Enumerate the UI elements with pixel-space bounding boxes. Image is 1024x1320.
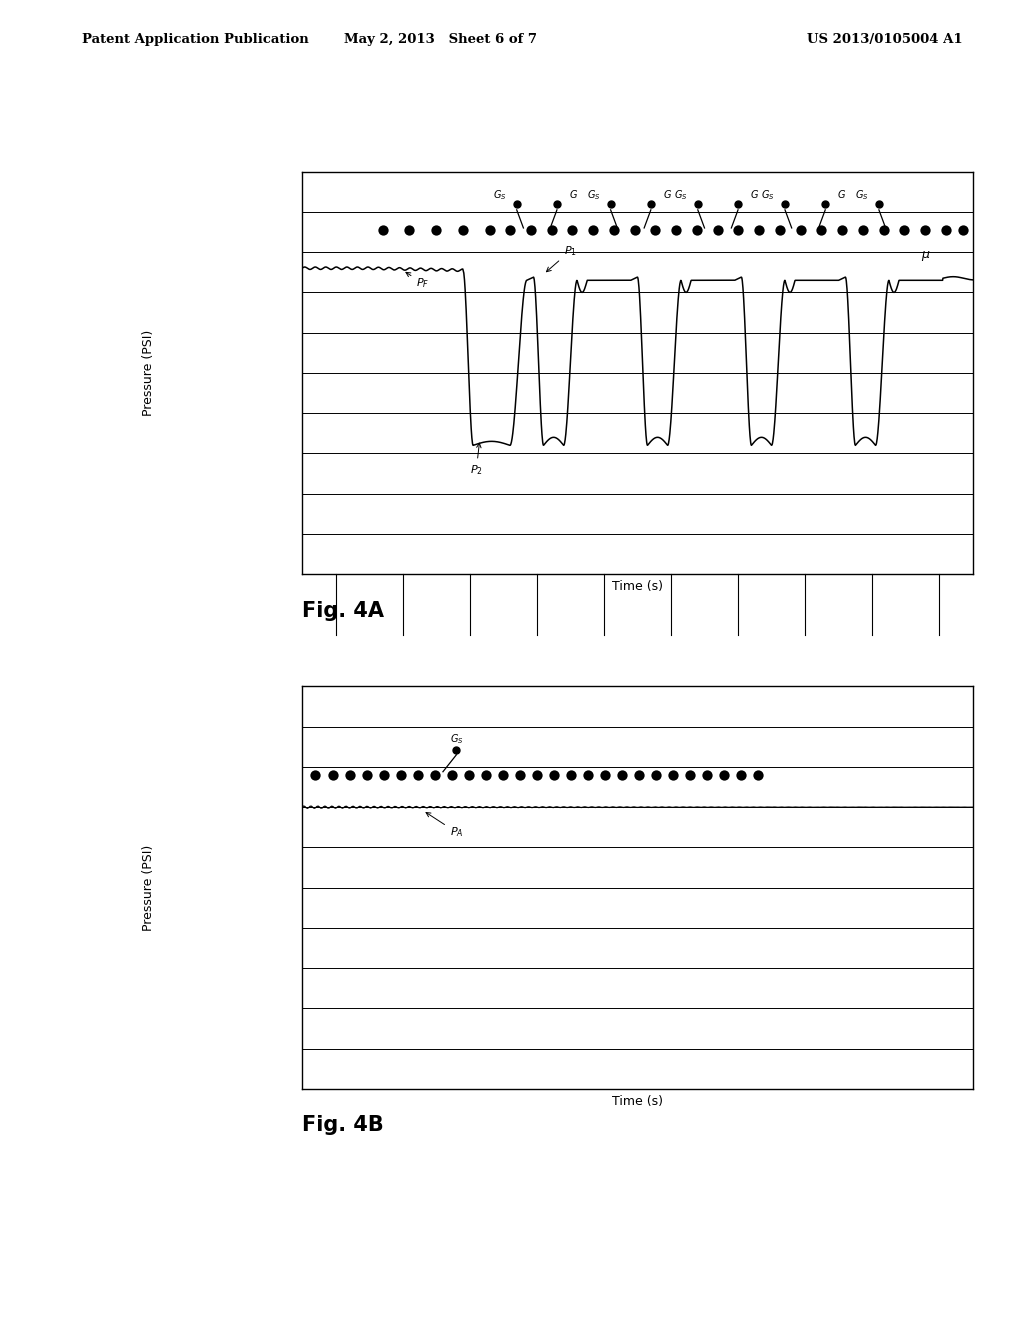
Point: [495, 764, 511, 785]
Point: [477, 764, 494, 785]
Text: Pressure (PSI): Pressure (PSI): [142, 330, 155, 416]
Text: $G_S$: $G_S$: [450, 733, 463, 746]
Point: [564, 219, 581, 240]
Text: $G_S$: $G_S$: [674, 187, 688, 202]
Text: $P_A$: $P_A$: [426, 813, 463, 840]
Point: [597, 764, 613, 785]
Text: Fig. 4A: Fig. 4A: [302, 601, 384, 620]
X-axis label: Time (s): Time (s): [612, 579, 663, 593]
Point: [699, 764, 716, 785]
Point: [730, 219, 746, 240]
Point: [512, 764, 528, 785]
Point: [772, 219, 788, 240]
Point: [876, 219, 892, 240]
X-axis label: Time (s): Time (s): [612, 1094, 663, 1107]
Point: [710, 219, 726, 240]
Point: [528, 764, 545, 785]
Point: [325, 764, 341, 785]
Text: Pressure (PSI): Pressure (PSI): [142, 845, 155, 931]
Point: [793, 219, 809, 240]
Point: [918, 219, 934, 240]
Point: [668, 219, 684, 240]
Point: [546, 764, 562, 785]
Point: [563, 764, 580, 785]
Point: [401, 219, 418, 240]
Point: [813, 219, 829, 240]
Point: [647, 219, 664, 240]
Point: [358, 764, 375, 785]
Point: [751, 219, 767, 240]
Point: [522, 219, 539, 240]
Text: May 2, 2013   Sheet 6 of 7: May 2, 2013 Sheet 6 of 7: [344, 33, 537, 46]
Point: [376, 764, 392, 785]
Point: [855, 219, 871, 240]
Point: [410, 764, 426, 785]
Text: $\mu$: $\mu$: [921, 249, 931, 263]
Point: [461, 764, 477, 785]
Point: [426, 764, 442, 785]
Text: Fig. 4B: Fig. 4B: [302, 1115, 384, 1135]
Text: $P_2$: $P_2$: [470, 444, 482, 478]
Point: [954, 219, 971, 240]
Point: [896, 219, 912, 240]
Point: [455, 219, 471, 240]
Text: $G_S$: $G_S$: [587, 187, 601, 202]
Point: [938, 219, 954, 240]
Text: $G$: $G$: [751, 187, 760, 199]
Text: $G$: $G$: [838, 187, 847, 199]
Text: $G_S$: $G_S$: [855, 187, 869, 202]
Point: [375, 219, 391, 240]
Point: [733, 764, 750, 785]
Text: Patent Application Publication: Patent Application Publication: [82, 33, 308, 46]
Point: [605, 219, 622, 240]
Text: $G_S$: $G_S$: [494, 187, 507, 202]
Point: [392, 764, 409, 785]
Point: [631, 764, 647, 785]
Text: US 2013/0105004 A1: US 2013/0105004 A1: [807, 33, 963, 46]
Point: [307, 764, 324, 785]
Point: [689, 219, 706, 240]
Text: $G_S$: $G_S$: [762, 187, 775, 202]
Point: [627, 219, 643, 240]
Point: [585, 219, 601, 240]
Point: [443, 764, 460, 785]
Point: [544, 219, 560, 240]
Point: [665, 764, 681, 785]
Point: [428, 219, 444, 240]
Text: $P_F$: $P_F$: [406, 272, 429, 290]
Text: $G$: $G$: [664, 187, 672, 199]
Point: [750, 764, 766, 785]
Point: [682, 764, 698, 785]
Point: [716, 764, 732, 785]
Point: [481, 219, 498, 240]
Point: [648, 764, 665, 785]
Point: [613, 764, 630, 785]
Text: $G$: $G$: [569, 187, 579, 199]
Point: [834, 219, 850, 240]
Text: $P_1$: $P_1$: [547, 244, 577, 272]
Point: [502, 219, 518, 240]
Point: [580, 764, 596, 785]
Point: [341, 764, 357, 785]
